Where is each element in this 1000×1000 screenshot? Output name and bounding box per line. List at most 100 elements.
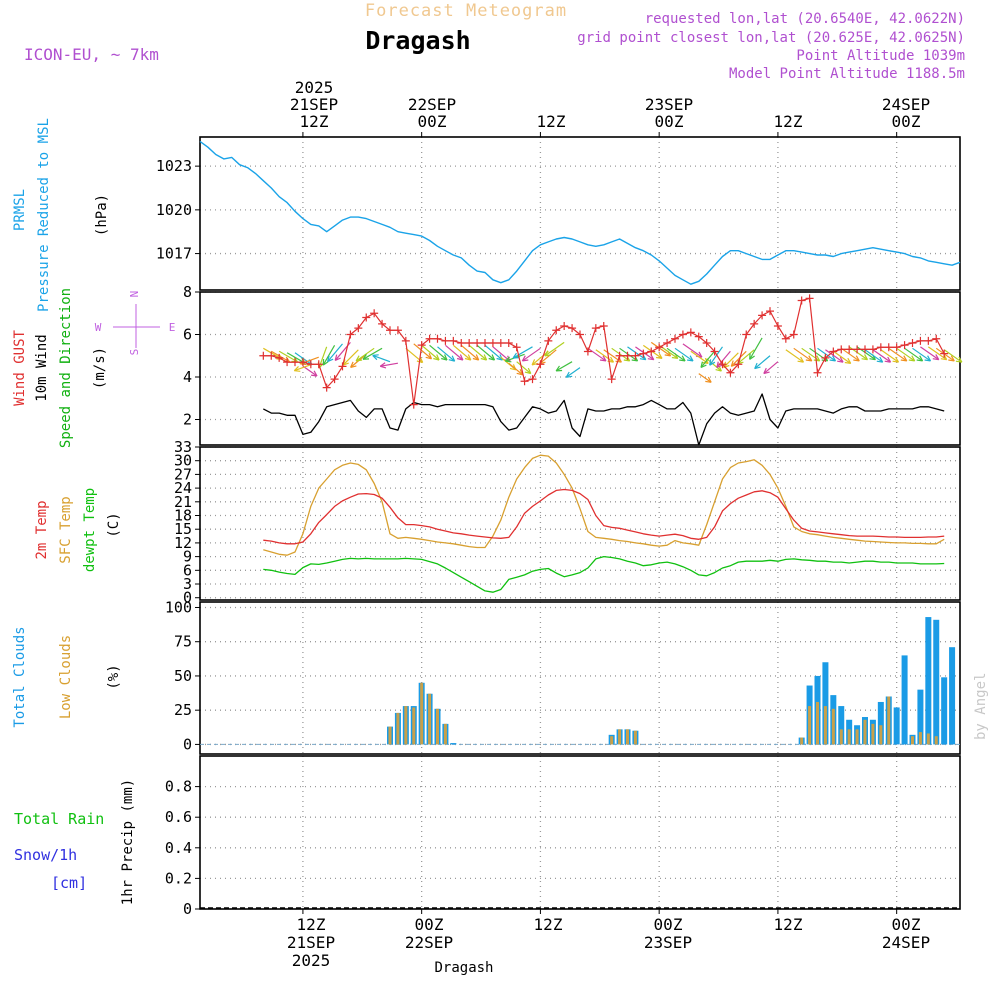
total-clouds-label: Total Clouds [12, 626, 28, 727]
y-tick-label: 24 [174, 479, 192, 497]
top-tick-22sep-12z: 12Z [537, 112, 566, 131]
gust-marker [663, 339, 672, 347]
wind-arrow-head [700, 361, 707, 369]
wind-arrow-shaft [793, 347, 813, 362]
wind-arrow [763, 361, 779, 375]
sfc-temp-line [263, 454, 945, 556]
total-cloud-bar [917, 689, 924, 745]
top-tick-24sep-00z: 24SEP 00Z [882, 95, 930, 131]
gust-line [263, 297, 945, 406]
requested-coords: requested lon,lat (20.6540E, 42.0622N) [645, 11, 965, 27]
gust-marker [425, 334, 434, 343]
gust-marker [789, 330, 798, 339]
gust-marker [504, 339, 513, 347]
wind-arrow-head [355, 355, 363, 362]
top-tick-line: 2025 [295, 78, 334, 97]
wind-arrow [872, 349, 892, 363]
y-tick-label: 1020 [156, 201, 192, 219]
gust-marker [797, 296, 806, 305]
low-cloud-bar [396, 712, 400, 745]
gust-marker [536, 360, 545, 369]
low-cloud-bar [808, 706, 812, 745]
wind-arrow [864, 349, 884, 363]
gust-marker [940, 349, 949, 358]
wind-arrow [322, 345, 336, 366]
gust-marker [393, 326, 402, 335]
y-tick-label: 3 [183, 575, 192, 593]
top-tick-line: 00Z [892, 112, 921, 131]
wind-arrow-shaft [512, 346, 533, 359]
wind-arrow-shaft [619, 347, 638, 362]
point-altitude: Point Altitude 1039m [796, 48, 965, 64]
wind-arrow [880, 349, 900, 363]
wind-arrow [587, 347, 607, 362]
wind-speed-line [262, 393, 945, 446]
wind-arrow-shaft [294, 352, 313, 366]
low-cloud-bar [610, 736, 614, 745]
gust-marker [900, 341, 909, 350]
clouds-frame [199, 601, 961, 755]
gust-marker [615, 351, 624, 360]
gust-marker [599, 322, 608, 330]
wind-arrow-head [293, 365, 301, 372]
wind-arrow-head [472, 354, 480, 361]
gust-marker [758, 311, 767, 320]
wind-arrow-shaft [372, 354, 391, 363]
wind-arrow-shaft [342, 349, 359, 366]
bottom-tick-line: 12Z [774, 915, 803, 934]
y-tick-label: 30 [174, 452, 192, 470]
total-cloud-bar [925, 617, 932, 745]
wind-arrow-shaft [674, 347, 694, 362]
gust-marker [306, 360, 315, 369]
gust-marker [678, 330, 687, 339]
wind-arrow [825, 349, 844, 363]
gust-marker [845, 345, 854, 354]
wind-arrow-shaft [880, 349, 899, 363]
gust-marker [488, 339, 497, 347]
wind-arrow-shaft [421, 344, 440, 361]
wind-arrow [674, 347, 694, 362]
pressure-unit: (hPa) [94, 194, 110, 236]
wind-arrow-head [524, 367, 532, 375]
compass-w: W [95, 321, 102, 334]
gust-marker [853, 345, 862, 354]
watermark: by Angel [973, 673, 989, 740]
gust-marker [734, 360, 743, 369]
wind-arrow-shaft [522, 347, 541, 362]
low-cloud-bar [800, 737, 804, 745]
gust-marker [370, 309, 379, 318]
bottom-tick-line: 23SEP [644, 933, 692, 952]
wind-arrow [749, 337, 763, 360]
wind-arrow-head [932, 354, 940, 361]
snow-label: Snow/1h [14, 846, 77, 864]
gust-marker [702, 339, 711, 347]
y-tick-label: 0.4 [165, 839, 192, 857]
wind-arrow [521, 347, 541, 362]
wind-arrow-head [900, 355, 908, 362]
wind-arrow [840, 347, 860, 362]
wind-arrow-head [924, 355, 932, 362]
gust-marker [781, 334, 790, 343]
low-cloud-bar [443, 723, 447, 745]
y-tick-label: 8 [183, 283, 192, 301]
wind-arrow-shaft [516, 361, 532, 374]
model-label: ICON-EU, ~ 7km [24, 45, 159, 64]
wind-arrow-shaft [730, 350, 747, 367]
wind-arrow [445, 344, 464, 361]
wind-arrow-shaft [943, 349, 963, 363]
total-cloud-bar [933, 619, 940, 745]
gust-marker [932, 334, 941, 343]
wind-arrow-shaft [468, 344, 488, 361]
wind-arrow [785, 349, 805, 363]
bottom-tick-24sep-00z: 00Z 24SEP [882, 915, 930, 952]
gust-marker [813, 368, 822, 377]
wind-arrow-shaft [832, 350, 852, 364]
low-cloud-bar [847, 729, 851, 745]
y-tick-label: 6 [183, 561, 192, 579]
wind-arrow [362, 347, 383, 360]
wind-arrow [754, 355, 771, 370]
wind-arrow-shaft [460, 344, 480, 361]
wind-arrow [460, 344, 480, 361]
y-tick-label: 21 [174, 493, 192, 511]
